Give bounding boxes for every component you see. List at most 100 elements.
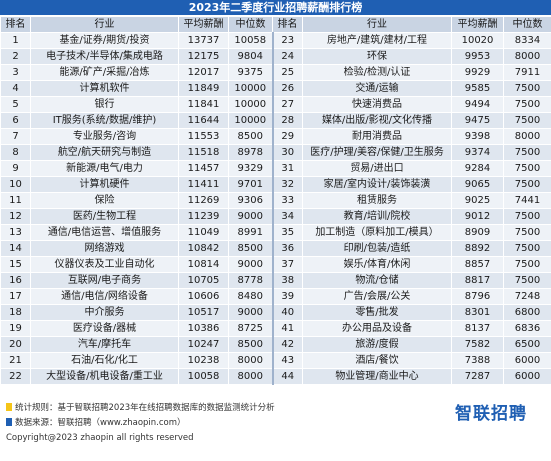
avg-salary-cell: 11841 xyxy=(178,96,229,113)
median-cell: 9701 xyxy=(228,176,273,193)
avg-salary-cell: 9374 xyxy=(451,144,504,161)
median-cell: 10000 xyxy=(228,96,273,113)
median-cell: 9329 xyxy=(228,160,273,177)
rank-cell: 1 xyxy=(0,32,31,49)
median-cell: 7500 xyxy=(503,176,551,193)
footer-source: 数据来源：智联招聘（www.zhaopin.com） xyxy=(6,416,186,428)
rank-cell: 30 xyxy=(271,144,303,161)
rank-cell: 39 xyxy=(271,288,303,305)
industry-cell: 基金/证券/期货/投资 xyxy=(30,32,179,49)
avg-salary-cell: 9398 xyxy=(451,128,504,145)
industry-cell: 航空/航天研究与制造 xyxy=(30,144,179,161)
avg-salary-cell: 7388 xyxy=(451,352,504,369)
rank-cell: 31 xyxy=(271,160,303,177)
industry-cell: 计算机软件 xyxy=(30,80,179,97)
median-cell: 8000 xyxy=(228,352,273,369)
avg-salary-cell: 11411 xyxy=(178,176,229,193)
source-text: 数据来源：智联招聘（www.zhaopin.com） xyxy=(15,418,186,428)
median-cell: 8000 xyxy=(228,368,273,385)
avg-salary-cell: 11269 xyxy=(178,192,229,209)
industry-cell: 石油/石化/化工 xyxy=(30,352,179,369)
rank-cell: 10 xyxy=(0,176,31,193)
rank-cell: 19 xyxy=(0,320,31,337)
avg-salary-cell: 8857 xyxy=(451,256,504,273)
industry-cell: 快速消费品 xyxy=(302,96,452,113)
column-header: 平均薪酬 xyxy=(178,16,229,33)
median-cell: 8725 xyxy=(228,320,273,337)
median-cell: 9000 xyxy=(228,304,273,321)
rank-cell: 35 xyxy=(271,224,303,241)
avg-salary-cell: 11518 xyxy=(178,144,229,161)
rank-cell: 34 xyxy=(271,208,303,225)
table-row: 15 仪器仪表及工业自动化 10814 9000 37 娱乐/体育/休闲 8857 7500 xyxy=(0,256,551,273)
rank-cell: 37 xyxy=(271,256,303,273)
industry-cell: 保险 xyxy=(30,192,179,209)
industry-cell: 网络游戏 xyxy=(30,240,179,257)
avg-salary-cell: 10386 xyxy=(178,320,229,337)
median-cell: 7911 xyxy=(503,64,551,81)
rank-cell: 15 xyxy=(0,256,31,273)
avg-salary-cell: 8796 xyxy=(451,288,504,305)
median-cell: 8778 xyxy=(228,272,273,289)
industry-cell: 媒体/出版/影视/文化传播 xyxy=(302,112,452,129)
avg-salary-cell: 8892 xyxy=(451,240,504,257)
avg-salary-cell: 8817 xyxy=(451,272,504,289)
column-header: 排名 xyxy=(272,16,303,33)
median-cell: 7248 xyxy=(503,288,551,305)
median-cell: 8000 xyxy=(503,128,551,145)
median-cell: 9306 xyxy=(228,192,273,209)
industry-cell: 专业服务/咨询 xyxy=(30,128,179,145)
table-row: 16 互联网/电子商务 10705 8778 38 物流/仓储 8817 7500 xyxy=(0,272,551,289)
rank-cell: 41 xyxy=(271,320,303,337)
rank-cell: 25 xyxy=(271,64,303,81)
median-cell: 8500 xyxy=(228,240,273,257)
rank-cell: 42 xyxy=(271,336,303,353)
industry-cell: 通信/电信运营、增值服务 xyxy=(30,224,179,241)
median-cell: 8334 xyxy=(503,32,551,49)
rank-cell: 20 xyxy=(0,336,31,353)
industry-cell: 家居/室内设计/装饰装潢 xyxy=(302,176,452,193)
avg-salary-cell: 9025 xyxy=(451,192,504,209)
rank-cell: 14 xyxy=(0,240,31,257)
avg-salary-cell: 7287 xyxy=(451,368,504,385)
table-row: 1 基金/证券/期货/投资 13737 10058 23 房地产/建筑/建材/工程 1002… xyxy=(0,32,551,49)
rank-cell: 43 xyxy=(271,352,303,369)
industry-cell: 电子技术/半导体/集成电路 xyxy=(30,48,179,65)
industry-cell: 耐用消费品 xyxy=(302,128,452,145)
avg-salary-cell: 11049 xyxy=(178,224,229,241)
industry-cell: 计算机硬件 xyxy=(30,176,179,193)
avg-salary-cell: 10606 xyxy=(178,288,229,305)
table-row: 22 大型设备/机电设备/重工业 10058 8000 44 物业管理/商业中心 7287 6… xyxy=(0,368,551,385)
median-cell: 6836 xyxy=(503,320,551,337)
industry-cell: 酒店/餐饮 xyxy=(302,352,452,369)
avg-salary-cell: 10020 xyxy=(451,32,504,49)
avg-salary-cell: 10247 xyxy=(178,336,229,353)
median-cell: 6000 xyxy=(503,352,551,369)
column-header: 排名 xyxy=(0,16,31,33)
industry-cell: 医疗设备/器械 xyxy=(30,320,179,337)
rank-cell: 33 xyxy=(271,192,303,209)
median-cell: 8978 xyxy=(228,144,273,161)
column-header: 行业 xyxy=(30,16,179,33)
rank-cell: 32 xyxy=(271,176,303,193)
rank-cell: 40 xyxy=(271,304,303,321)
rank-cell: 7 xyxy=(0,128,31,145)
column-header: 平均薪酬 xyxy=(451,16,504,33)
avg-salary-cell: 11239 xyxy=(178,208,229,225)
median-cell: 9000 xyxy=(228,256,273,273)
table-row: 13 通信/电信运营、增值服务 11049 8991 35 加工制造（原料加工/模具） 89… xyxy=(0,224,551,241)
median-cell: 10000 xyxy=(228,112,273,129)
median-cell: 6500 xyxy=(503,336,551,353)
industry-cell: 能源/矿产/采掘/冶炼 xyxy=(30,64,179,81)
industry-cell: 印刷/包装/造纸 xyxy=(302,240,452,257)
copyright-text: Copyright@2023 zhaopin all rights reserv… xyxy=(6,433,194,443)
avg-salary-cell: 8301 xyxy=(451,304,504,321)
rank-cell: 24 xyxy=(271,48,303,65)
rank-cell: 17 xyxy=(0,288,31,305)
industry-cell: 中介服务 xyxy=(30,304,179,321)
footer-rule: 统计规则：基于智联招聘2023年在线招聘数据库的数据监测统计分析 xyxy=(6,401,275,413)
rank-cell: 27 xyxy=(271,96,303,113)
table-row: 3 能源/矿产/采掘/冶炼 12017 9375 25 检验/检测/认证 9929 7911 xyxy=(0,64,551,81)
avg-salary-cell: 11644 xyxy=(178,112,229,129)
rank-cell: 38 xyxy=(271,272,303,289)
